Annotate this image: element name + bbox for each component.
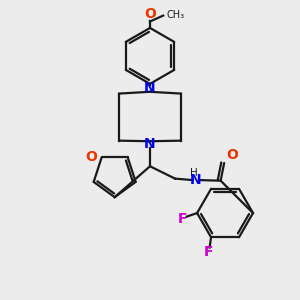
- Text: CH₃: CH₃: [166, 10, 184, 20]
- Text: O: O: [226, 148, 238, 161]
- Text: O: O: [85, 150, 97, 164]
- Text: N: N: [190, 173, 201, 187]
- Text: O: O: [144, 7, 156, 21]
- Text: N: N: [144, 81, 156, 95]
- Text: N: N: [144, 137, 156, 151]
- Text: F: F: [178, 212, 187, 226]
- Text: H: H: [190, 168, 198, 178]
- Text: F: F: [203, 245, 213, 259]
